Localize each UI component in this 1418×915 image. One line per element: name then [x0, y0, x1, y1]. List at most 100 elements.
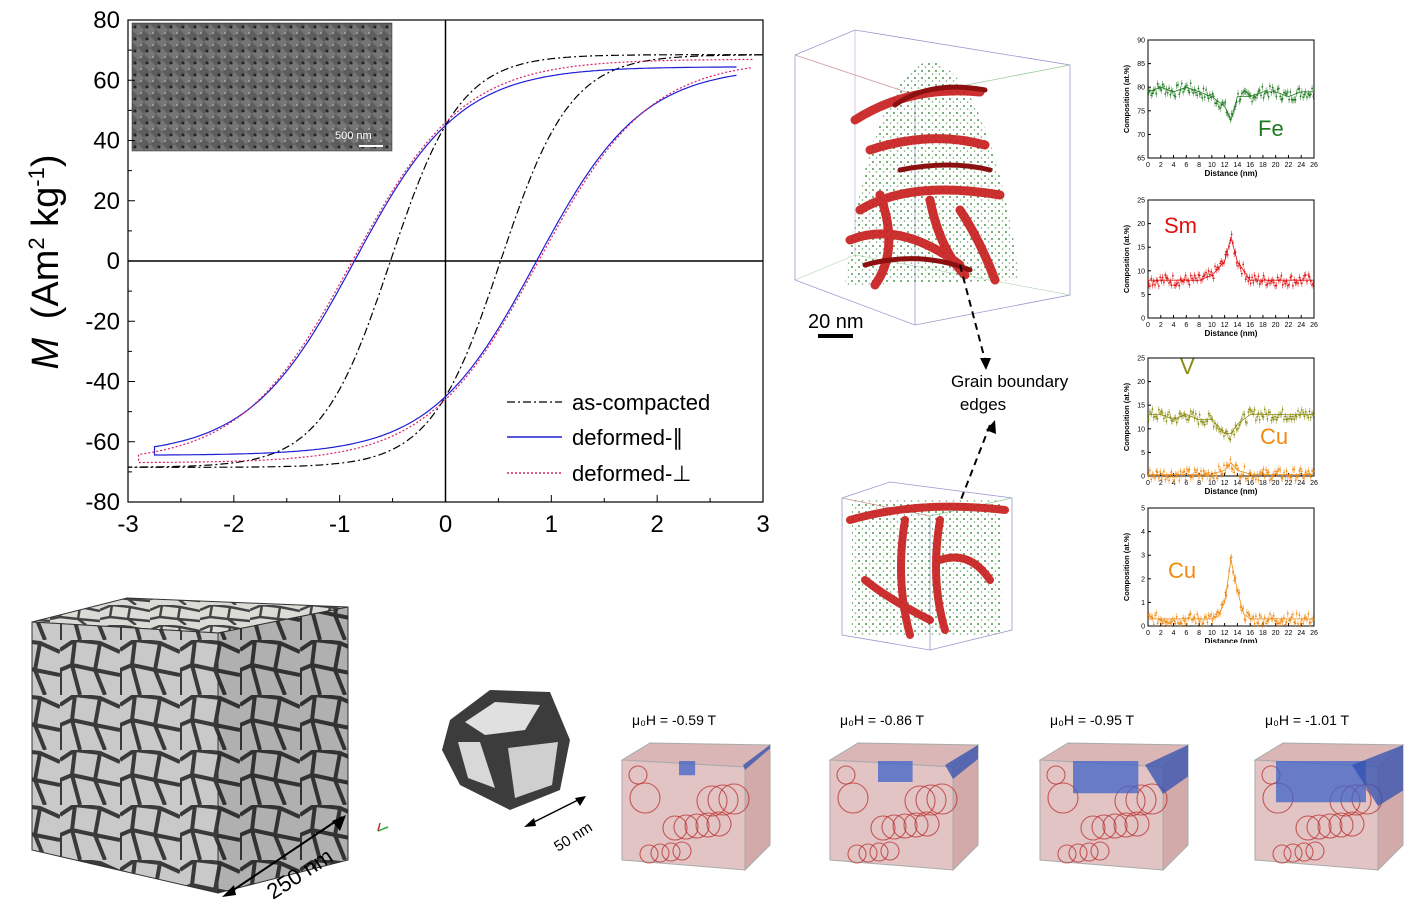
profile-x-tick-label: 8 — [1197, 322, 1201, 329]
profile-point — [1228, 437, 1230, 440]
profile-point — [1309, 416, 1312, 419]
profile-point — [1230, 467, 1233, 470]
domain-wall — [1113, 812, 1139, 838]
domain-wall — [1272, 844, 1292, 864]
profile-point — [1255, 419, 1257, 422]
profile-point — [1294, 622, 1297, 625]
profile-x-tick-label: 20 — [1272, 630, 1280, 637]
profile-point — [1311, 87, 1313, 90]
domain-wall — [1102, 813, 1128, 839]
grain-face-right — [508, 742, 558, 798]
domain-wall — [1047, 782, 1079, 814]
profile-point — [1223, 435, 1225, 438]
sem-inset: 500 nm — [131, 22, 393, 152]
profile-point — [1205, 472, 1207, 475]
domain-wall — [926, 783, 958, 815]
profile-y-tick-label: 0 — [1141, 624, 1145, 631]
profile-point — [1281, 620, 1284, 623]
profile-point — [1263, 476, 1266, 478]
profile-point — [1281, 408, 1284, 411]
profile-point — [1166, 277, 1169, 280]
profile-x-tick-label: 14 — [1233, 480, 1241, 487]
profile-point — [1284, 623, 1287, 626]
legend-label-deformed-perp: deformed-⊥ — [572, 461, 691, 486]
profile-point — [1249, 471, 1252, 474]
profile-point — [1286, 417, 1289, 420]
profile-point — [1160, 478, 1163, 481]
profile-point — [1224, 471, 1227, 474]
profile-point — [1198, 475, 1201, 477]
profile-point — [1240, 474, 1243, 477]
profile-y-tick-label: 90 — [1137, 38, 1145, 45]
profile-point — [1170, 620, 1173, 623]
profile-x-tick-label: 16 — [1246, 162, 1254, 169]
profile-point — [1178, 623, 1181, 625]
profile-y-tick-label: 0 — [1141, 474, 1145, 481]
profile-point — [1263, 92, 1266, 95]
profile-point — [1187, 616, 1190, 619]
profile-point — [1205, 89, 1207, 91]
profile-point — [1237, 92, 1239, 95]
profile-point — [1308, 410, 1311, 413]
profile-point — [1235, 262, 1238, 264]
profile-point — [1294, 98, 1297, 101]
grain-cube-model: 250 nm — [31, 597, 389, 904]
profile-point — [1221, 603, 1224, 605]
profile-point — [1232, 468, 1234, 471]
profile-frame — [1147, 199, 1315, 319]
profile-x-tick-label: 20 — [1272, 480, 1280, 487]
y-tick-label: -80 — [85, 489, 120, 516]
y-tick-label: -60 — [85, 429, 120, 456]
profile-point — [1292, 284, 1294, 287]
profile-point — [1165, 621, 1168, 623]
profile-x-tick-label: 16 — [1246, 480, 1254, 487]
domain-wall — [650, 843, 670, 863]
profile-point — [1202, 275, 1205, 278]
domain-wall — [869, 842, 889, 862]
profile-point — [1220, 604, 1223, 606]
profile-point — [1294, 414, 1297, 417]
profile-x-tick-label: 20 — [1272, 162, 1280, 169]
annotation-arrow-down — [959, 424, 991, 503]
profile-point — [1192, 92, 1195, 94]
profile-x-tick-label: 24 — [1297, 322, 1305, 329]
profile-point — [1151, 284, 1154, 287]
profile-point — [1237, 264, 1239, 267]
profile-y-tick-label: 5 — [1141, 506, 1145, 513]
profile-point — [1242, 91, 1245, 94]
profile-x-tick-label: 2 — [1159, 630, 1163, 637]
profile-point — [1234, 464, 1237, 467]
profile-point — [1300, 409, 1303, 411]
profile-point — [1303, 475, 1306, 478]
profile-point — [1169, 621, 1172, 624]
profile-point — [1202, 87, 1205, 90]
profile-point — [1244, 619, 1247, 622]
profile-point — [1212, 277, 1215, 280]
profile-point — [1307, 274, 1310, 276]
profile-point — [1272, 281, 1275, 284]
profile-point — [1229, 438, 1232, 441]
profile-point — [1157, 477, 1160, 480]
profile-point — [1237, 467, 1239, 470]
domain-wall — [628, 765, 648, 785]
x-tick-label: 0 — [439, 511, 452, 538]
profile-point — [1302, 622, 1305, 625]
profile-point — [1198, 413, 1201, 416]
profile-point — [1183, 470, 1186, 473]
profile-point — [1150, 615, 1153, 618]
profile-point — [1209, 273, 1211, 276]
profile-x-tick-label: 26 — [1310, 630, 1318, 637]
profile-point — [1168, 479, 1170, 482]
profile-point — [1233, 579, 1236, 582]
profile-x-tick-label: 22 — [1285, 630, 1293, 637]
profile-point — [1280, 98, 1283, 101]
profile-point — [1191, 277, 1193, 280]
profile-point — [1252, 615, 1255, 618]
profile-point — [1160, 89, 1163, 91]
profile-line-0 — [1148, 559, 1314, 620]
profile-point — [1198, 274, 1201, 277]
profile-point — [1261, 471, 1264, 474]
profile-point — [1149, 285, 1151, 288]
field-cube-3: μ₀H = -1.01 T — [1253, 712, 1405, 872]
x-tick-label: 1 — [545, 511, 558, 538]
